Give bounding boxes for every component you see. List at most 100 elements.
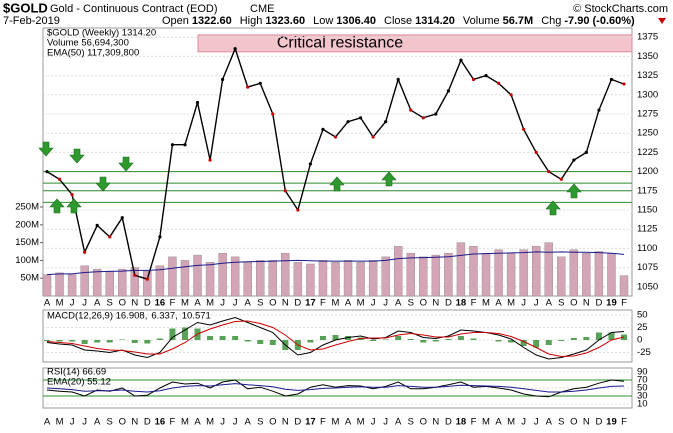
y-tick-label: 1075	[637, 262, 658, 273]
volume-bar	[406, 253, 415, 297]
volume-bar	[256, 260, 265, 297]
y-tick-label: 1375	[637, 32, 658, 43]
price-point	[409, 108, 413, 112]
histogram-bar	[608, 332, 615, 340]
x-tick-label: J	[371, 417, 376, 428]
histogram-bar	[520, 340, 527, 346]
volume-bar	[205, 261, 215, 297]
volume-bar	[594, 251, 604, 297]
x-tick-label: 18	[456, 298, 467, 309]
down-arrow	[69, 148, 85, 164]
histogram-bar	[119, 339, 126, 340]
x-tick-label: M	[357, 417, 365, 428]
histogram-bar	[545, 340, 552, 345]
series-line	[46, 251, 625, 276]
histogram-bar	[407, 339, 414, 340]
up-arrow	[329, 176, 345, 192]
y-tick-label: 1150	[637, 205, 657, 216]
price-point	[170, 143, 175, 147]
x-tick-label: A	[194, 298, 201, 309]
x-tick-label: S	[107, 298, 113, 309]
y-tick-label: 70	[637, 375, 648, 386]
y-tick-label: 1100	[637, 243, 657, 254]
y-tick-label: 0	[637, 335, 642, 346]
x-tick-label: D	[294, 298, 301, 309]
resistance-band	[197, 34, 633, 53]
price-point	[296, 208, 300, 212]
y-tick-label: 1300	[637, 89, 658, 100]
x-tick-label: M	[206, 298, 214, 309]
volume-bar	[193, 254, 202, 297]
y-tick-label: 1125	[637, 224, 657, 235]
annotation: Critical resistance	[277, 35, 403, 52]
x-tick-label: M	[332, 417, 340, 428]
y-tick-label: 1225	[637, 147, 658, 158]
volume-bar	[368, 260, 378, 297]
y-tick-label: 1275	[637, 109, 658, 120]
histogram-bar	[382, 339, 389, 340]
volume-bar	[118, 269, 127, 297]
arrows	[38, 141, 582, 216]
price-point	[509, 93, 513, 97]
x-tick-label: M	[56, 417, 64, 428]
histogram-bar	[533, 340, 540, 348]
volume-bar	[506, 253, 516, 297]
histogram-bar	[457, 336, 464, 340]
x-tick-label: A	[495, 417, 502, 428]
price-point	[145, 277, 149, 281]
x-tick-label: 16	[155, 298, 166, 309]
y-tick-label: 25	[637, 322, 648, 333]
volume-bar	[218, 253, 227, 297]
histogram-bar	[420, 340, 427, 343]
x-tick-label: F	[170, 417, 176, 428]
histogram-bar	[156, 338, 163, 340]
x-tick-label: O	[269, 298, 276, 309]
x-tick-label: S	[558, 298, 564, 309]
series-line	[46, 383, 625, 393]
x-tick-label: M	[357, 298, 365, 309]
x-tick-label: O	[119, 298, 126, 309]
up-arrow	[66, 198, 82, 214]
up-arrow	[381, 171, 397, 187]
x-tick-label: J	[534, 417, 539, 428]
volume-bar	[42, 274, 52, 297]
x-tick-label: O	[420, 417, 427, 428]
x-tick-label: A	[546, 417, 553, 428]
price-point	[358, 116, 363, 120]
histogram-bar	[307, 340, 314, 343]
credit: © StockCharts.com	[573, 3, 668, 15]
x-tick-label: J	[220, 417, 225, 428]
legend-entry: EMA(20) 55.12	[47, 377, 111, 388]
plots: Critical resistance105010751100112511501…	[15, 27, 658, 428]
volume-bar	[268, 260, 277, 297]
x-tick-label: M	[206, 417, 214, 428]
legend-entry: RSI(14) 66.69	[47, 367, 106, 378]
volume-bar	[481, 253, 491, 297]
price-point	[609, 77, 614, 82]
legend-entry: $GOLD (Weekly) 1314.20	[47, 28, 156, 39]
histogram-bar	[244, 340, 251, 342]
x-tick-label: F	[320, 417, 326, 428]
price-point	[271, 112, 275, 116]
x-tick-label: S	[558, 417, 564, 428]
x-tick-label: A	[495, 298, 502, 309]
price-point	[534, 150, 538, 155]
x-tick-label: N	[432, 417, 439, 428]
x-tick-label: J	[220, 298, 225, 309]
volume-bar	[494, 249, 503, 297]
histogram-bar	[332, 335, 339, 340]
x-tick-label: J	[371, 298, 376, 309]
volume-bar	[419, 256, 428, 297]
x-tick-label: A	[546, 298, 553, 309]
histogram-bar	[144, 340, 151, 344]
y2-tick-label: 250M	[15, 202, 39, 213]
down-indicator	[658, 18, 666, 24]
histogram-bar	[257, 340, 264, 344]
histogram-bar	[432, 340, 439, 342]
x-tick-label: M	[181, 417, 189, 428]
volume-bar	[619, 275, 629, 297]
price-point	[120, 216, 124, 220]
series-line	[46, 316, 625, 360]
x-tick-label: A	[44, 417, 51, 428]
y-tick-label: 50	[637, 383, 648, 394]
